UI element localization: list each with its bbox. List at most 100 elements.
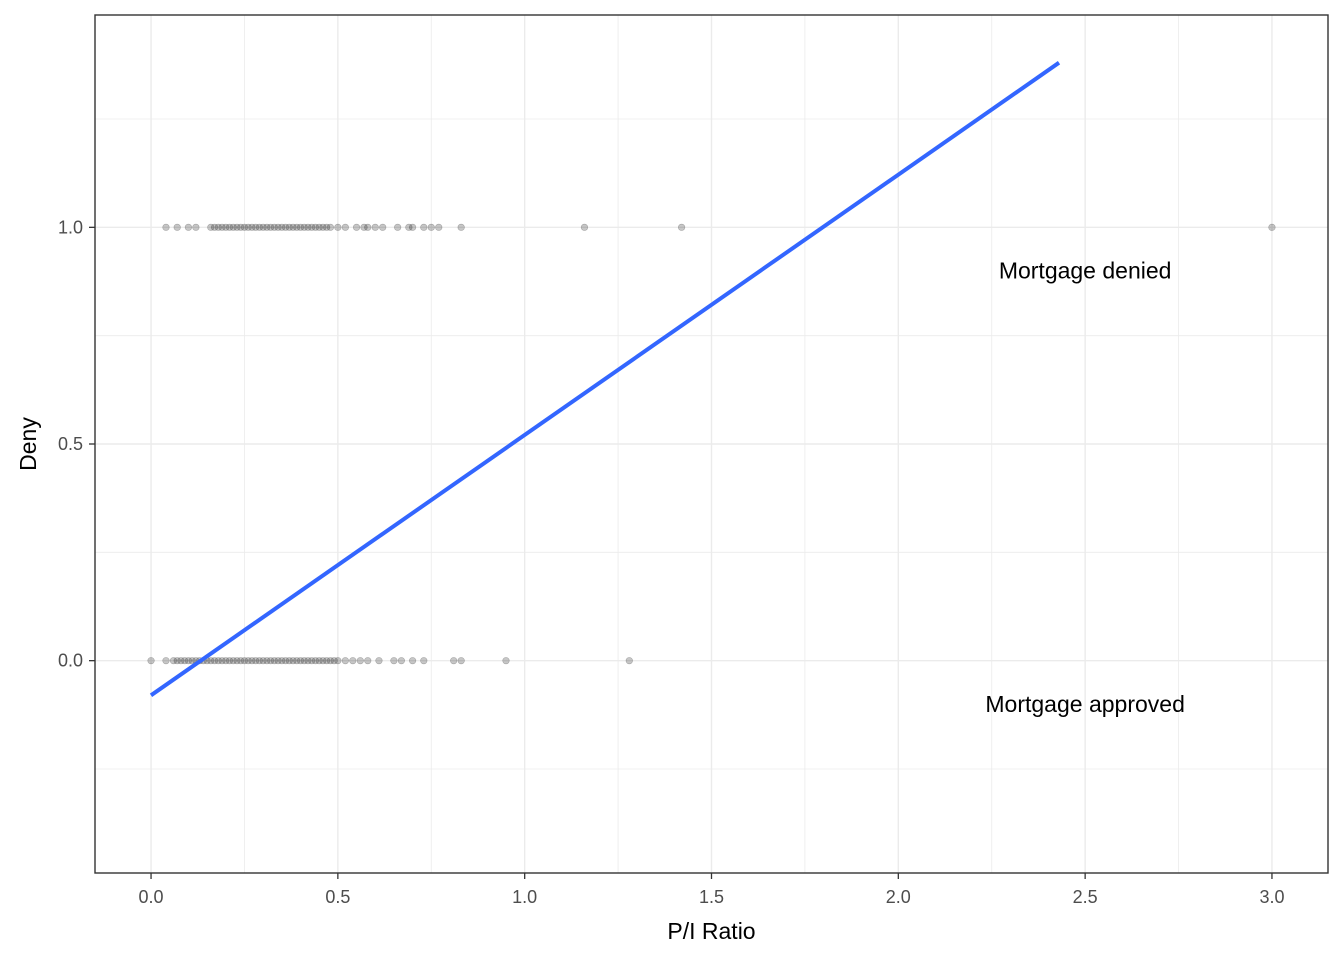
data-point	[334, 657, 342, 665]
data-point	[233, 223, 241, 231]
data-point	[207, 223, 215, 231]
data-point	[259, 223, 267, 231]
data-point	[274, 223, 282, 231]
data-point	[334, 223, 342, 231]
data-point	[248, 223, 256, 231]
data-point	[319, 657, 327, 665]
data-point	[255, 657, 264, 665]
data-point	[214, 223, 222, 231]
data-point	[181, 657, 189, 665]
x-tick-label: 0.5	[325, 887, 350, 907]
data-point	[375, 657, 383, 665]
data-point	[420, 223, 428, 231]
data-point	[237, 223, 245, 231]
data-point	[278, 223, 286, 231]
data-point	[420, 657, 428, 665]
data-point	[1268, 223, 1276, 231]
axes: 0.0 0.5 1.0 1.5 2.0 2.5 3.0 0.0 0.5 1.0	[58, 217, 1285, 907]
data-point	[252, 657, 260, 665]
data-point	[341, 657, 349, 665]
data-point	[311, 223, 320, 231]
data-point	[341, 223, 349, 231]
data-point	[147, 657, 155, 665]
data-point	[218, 223, 226, 231]
data-point	[222, 223, 230, 231]
fit-line-layer	[149, 61, 1061, 697]
data-point	[296, 223, 305, 231]
x-tick-label: 1.5	[699, 887, 724, 907]
data-point	[214, 657, 222, 665]
data-point	[356, 657, 364, 665]
data-point	[319, 223, 327, 231]
y-axis-title: Deny	[15, 417, 41, 471]
data-point	[311, 657, 320, 665]
data-point	[274, 657, 282, 665]
data-point	[233, 657, 241, 665]
data-point	[229, 657, 237, 665]
data-point	[281, 657, 290, 665]
data-point	[207, 657, 215, 665]
data-point	[360, 223, 368, 231]
data-point	[364, 657, 372, 665]
data-point	[678, 223, 686, 231]
data-point	[255, 223, 264, 231]
data-point	[169, 657, 178, 665]
annotation-label: Mortgage denied	[999, 258, 1172, 284]
data-point	[625, 657, 633, 665]
data-point	[225, 223, 234, 231]
data-point	[502, 657, 510, 665]
data-point	[237, 657, 245, 665]
data-point	[580, 223, 589, 231]
data-point	[394, 223, 402, 231]
data-point	[408, 223, 417, 231]
data-point	[300, 223, 308, 231]
y-tick-label: 1.0	[58, 217, 83, 237]
x-tick-label: 1.0	[512, 887, 537, 907]
data-point	[296, 657, 305, 665]
data-point	[210, 657, 219, 665]
data-point	[263, 657, 271, 665]
data-point	[315, 223, 323, 231]
data-point	[435, 223, 443, 231]
x-tick-label: 0.0	[139, 887, 164, 907]
x-axis-title: P/I Ratio	[667, 918, 755, 944]
data-point	[304, 223, 312, 231]
annotations: Mortgage denied Mortgage approved	[985, 258, 1184, 717]
data-point	[326, 223, 334, 231]
data-point	[293, 223, 301, 231]
data-point	[252, 223, 260, 231]
fit-line	[149, 61, 1061, 697]
data-point	[379, 223, 387, 231]
x-tick-label: 3.0	[1259, 887, 1284, 907]
data-point	[364, 223, 372, 231]
data-point	[323, 223, 331, 231]
data-point	[427, 223, 435, 231]
data-point	[184, 657, 193, 665]
data-point	[315, 657, 323, 665]
data-point	[352, 223, 361, 231]
data-point	[162, 657, 170, 665]
data-point	[263, 223, 271, 231]
data-point	[323, 657, 331, 665]
data-point	[300, 657, 308, 665]
data-point	[408, 657, 417, 665]
data-point	[259, 657, 267, 665]
data-point	[270, 223, 278, 231]
data-point	[457, 657, 465, 665]
data-point	[244, 223, 252, 231]
data-point	[218, 657, 226, 665]
grid	[95, 15, 1328, 873]
data-point	[326, 657, 334, 665]
data-point	[173, 223, 181, 231]
data-point	[267, 223, 275, 231]
data-point	[192, 223, 200, 231]
data-point	[225, 657, 234, 665]
data-point	[285, 657, 293, 665]
data-point	[405, 223, 413, 231]
data-point	[450, 657, 458, 665]
data-point	[173, 657, 181, 665]
data-point	[270, 657, 278, 665]
data-point	[293, 657, 301, 665]
data-point	[330, 657, 338, 665]
data-point	[289, 657, 297, 665]
